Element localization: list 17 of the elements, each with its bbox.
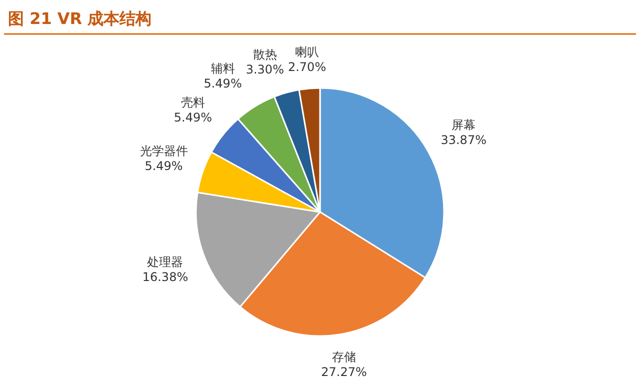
slice-label: 散热	[252, 48, 277, 62]
data-label: 5.49%	[204, 76, 242, 91]
slice-label: 光学器件	[140, 144, 188, 158]
data-label: 2.70%	[288, 60, 326, 74]
data-label: 3.30%	[246, 62, 284, 77]
slice-label: 屏幕	[452, 118, 476, 132]
slice-label: 喇叭	[295, 44, 320, 59]
slice-label: 辅料	[210, 62, 235, 76]
chart-title: 图 21 VR 成本结构	[8, 9, 152, 28]
data-label: 27.27%	[321, 364, 367, 379]
data-label: 5.49%	[174, 110, 212, 125]
data-label: 5.49%	[144, 158, 183, 173]
data-label: 33.87%	[440, 132, 486, 147]
slice-label: 处理器	[147, 255, 184, 270]
slice-label: 存储	[332, 350, 356, 364]
data-label: 16.38%	[142, 270, 188, 284]
slice-label: 壳料	[180, 96, 205, 110]
